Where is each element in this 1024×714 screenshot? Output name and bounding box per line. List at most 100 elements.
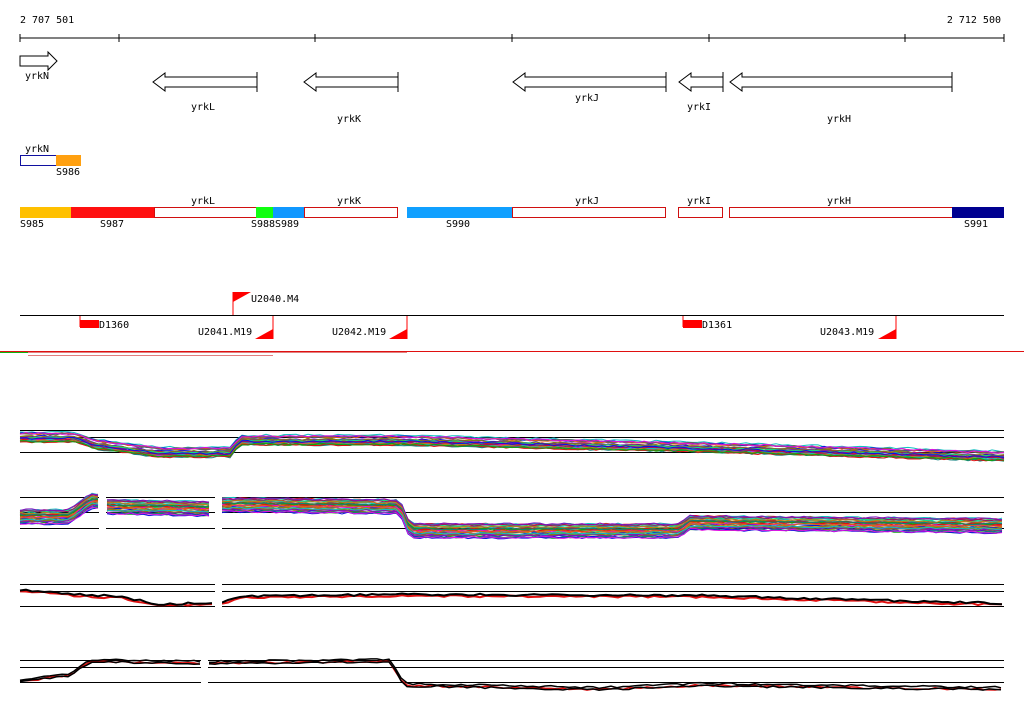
profile-line xyxy=(221,510,1003,539)
profile-line xyxy=(19,432,1005,454)
flag-icon[interactable] xyxy=(233,292,251,302)
gene-arrow-left-icon[interactable] xyxy=(512,72,667,92)
gene-arrow-left-icon[interactable] xyxy=(303,72,399,92)
expression-track-b xyxy=(19,484,1004,540)
feature-u2041[interactable]: U2041.M19 xyxy=(198,316,274,339)
profile-line xyxy=(221,501,1003,531)
segment-label-yrkL: yrkL xyxy=(191,196,215,207)
feature-track: U2040.M4 D1360 U2041.M19 U2042.M19 D1361… xyxy=(0,292,1024,356)
profile-line xyxy=(19,502,99,522)
segment-yrkL-body[interactable] xyxy=(154,207,257,218)
profile-line xyxy=(106,506,210,511)
feature-u2042[interactable]: U2042.M19 xyxy=(332,316,408,339)
profile-lines xyxy=(19,430,1005,462)
profile-line xyxy=(19,588,213,606)
gene-label: yrkK xyxy=(337,114,361,125)
segment-yrkK-body[interactable] xyxy=(304,207,398,218)
gene-yrkL[interactable]: yrkL xyxy=(152,72,258,113)
profile-line xyxy=(221,506,1003,536)
profile-line xyxy=(106,512,210,517)
profile-line xyxy=(208,659,1002,691)
gene-yrkJ[interactable]: yrkJ xyxy=(512,72,667,104)
flag-icon[interactable] xyxy=(389,329,407,339)
gene-label: yrkH xyxy=(827,114,851,125)
block-icon[interactable] xyxy=(80,320,99,328)
profile-line xyxy=(19,431,1005,454)
segment-s990[interactable] xyxy=(407,207,513,218)
profile-lines xyxy=(19,658,1002,691)
gene-arrow-right-icon[interactable] xyxy=(19,50,58,72)
profile-line xyxy=(208,660,1002,691)
track-gap xyxy=(215,484,222,529)
ruler-start-label: 2 707 501 xyxy=(20,15,74,26)
profile-line xyxy=(106,501,210,506)
profile-line xyxy=(19,436,1005,458)
profile-line xyxy=(19,658,201,681)
segment-label-yrkH: yrkH xyxy=(827,196,851,207)
profile-line xyxy=(106,509,210,513)
segment-label-s990: S990 xyxy=(446,219,470,230)
gene-yrkK[interactable]: yrkK xyxy=(303,72,399,125)
gene-track: yrkN yrkL yrkK yrkJ yrkI yrkH xyxy=(19,50,953,125)
coordinate-ruler: 2 707 501 2 712 500 xyxy=(19,15,1005,42)
gene-label: yrkJ xyxy=(575,93,599,104)
segment-label-s988: S988 xyxy=(251,219,275,230)
gene-yrkN[interactable]: yrkN xyxy=(19,50,58,82)
summary-track-d xyxy=(19,653,1004,691)
profile-line xyxy=(221,592,1003,606)
flag-icon[interactable] xyxy=(255,329,273,339)
segment-s987[interactable] xyxy=(71,207,154,218)
segment-yrkJ-body[interactable] xyxy=(512,207,666,218)
gene-arrow-left-icon[interactable] xyxy=(152,72,258,92)
profile-line xyxy=(19,494,99,513)
gene-arrow-left-icon[interactable] xyxy=(729,72,953,92)
profile-line xyxy=(19,497,99,517)
segment-yrkN[interactable] xyxy=(20,155,57,166)
block-icon[interactable] xyxy=(683,320,702,328)
feature-label: D1361 xyxy=(702,320,732,331)
profile-line xyxy=(19,495,99,515)
profile-line xyxy=(221,497,1003,526)
segment-yrkI-body[interactable] xyxy=(678,207,723,218)
segment-s991[interactable] xyxy=(952,207,1004,218)
profile-line xyxy=(19,500,99,519)
profile-line xyxy=(208,658,1002,690)
feature-u2043[interactable]: U2043.M19 xyxy=(820,316,897,339)
feature-u2040[interactable]: U2040.M4 xyxy=(232,292,299,315)
gene-arrow-left-icon[interactable] xyxy=(678,72,724,92)
profile-line xyxy=(19,492,99,512)
segment-yrkH-body[interactable] xyxy=(729,207,953,218)
segment-s985[interactable] xyxy=(20,207,71,218)
gene-yrkH[interactable]: yrkH xyxy=(729,72,953,125)
segment-s988[interactable] xyxy=(256,207,273,218)
profile-line xyxy=(19,493,99,512)
segment-s989[interactable] xyxy=(273,207,304,218)
feature-d1361[interactable]: D1361 xyxy=(682,316,732,331)
feature-d1360[interactable]: D1360 xyxy=(79,316,129,331)
profile-line xyxy=(221,499,1003,529)
profile-line xyxy=(19,440,1005,462)
segment-s986[interactable] xyxy=(56,155,81,166)
segment-label-s986: S986 xyxy=(56,167,80,178)
profile-line xyxy=(19,660,201,683)
gene-yrkI[interactable]: yrkI xyxy=(678,72,724,113)
track-gap xyxy=(215,580,222,610)
gene-label: yrkI xyxy=(687,102,711,113)
profile-line xyxy=(106,503,210,508)
segment-label-s987: S987 xyxy=(100,219,124,230)
profile-lines xyxy=(19,588,1003,607)
profile-line xyxy=(107,499,210,503)
profile-line xyxy=(19,506,99,525)
feature-label: U2042.M19 xyxy=(332,327,386,338)
segment-label-s989: S989 xyxy=(275,219,299,230)
track-gap xyxy=(201,653,208,688)
profile-line xyxy=(221,504,1003,533)
feature-label: U2040.M4 xyxy=(251,294,299,305)
segment-label-yrkI: yrkI xyxy=(687,196,711,207)
profile-lines xyxy=(19,492,1003,540)
track-gap xyxy=(99,484,106,529)
segment-label-yrkN: yrkN xyxy=(25,144,49,155)
flag-icon[interactable] xyxy=(878,329,896,339)
feature-label: U2041.M19 xyxy=(198,327,252,338)
